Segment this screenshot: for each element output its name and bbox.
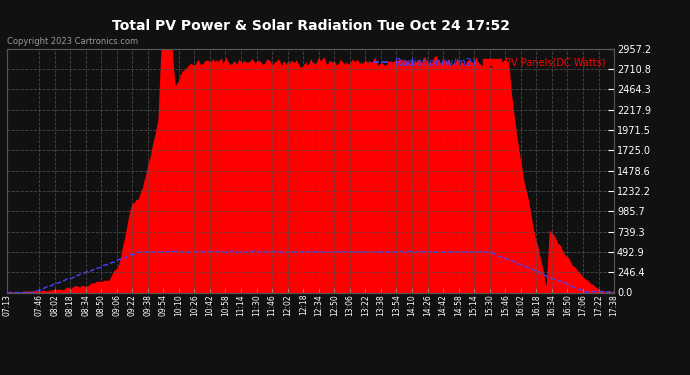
Legend: Radiation(w/m2), PV Panels(DC Watts): Radiation(w/m2), PV Panels(DC Watts) [370,54,609,71]
Text: Total PV Power & Solar Radiation Tue Oct 24 17:52: Total PV Power & Solar Radiation Tue Oct… [112,19,509,33]
Text: Copyright 2023 Cartronics.com: Copyright 2023 Cartronics.com [7,38,138,46]
